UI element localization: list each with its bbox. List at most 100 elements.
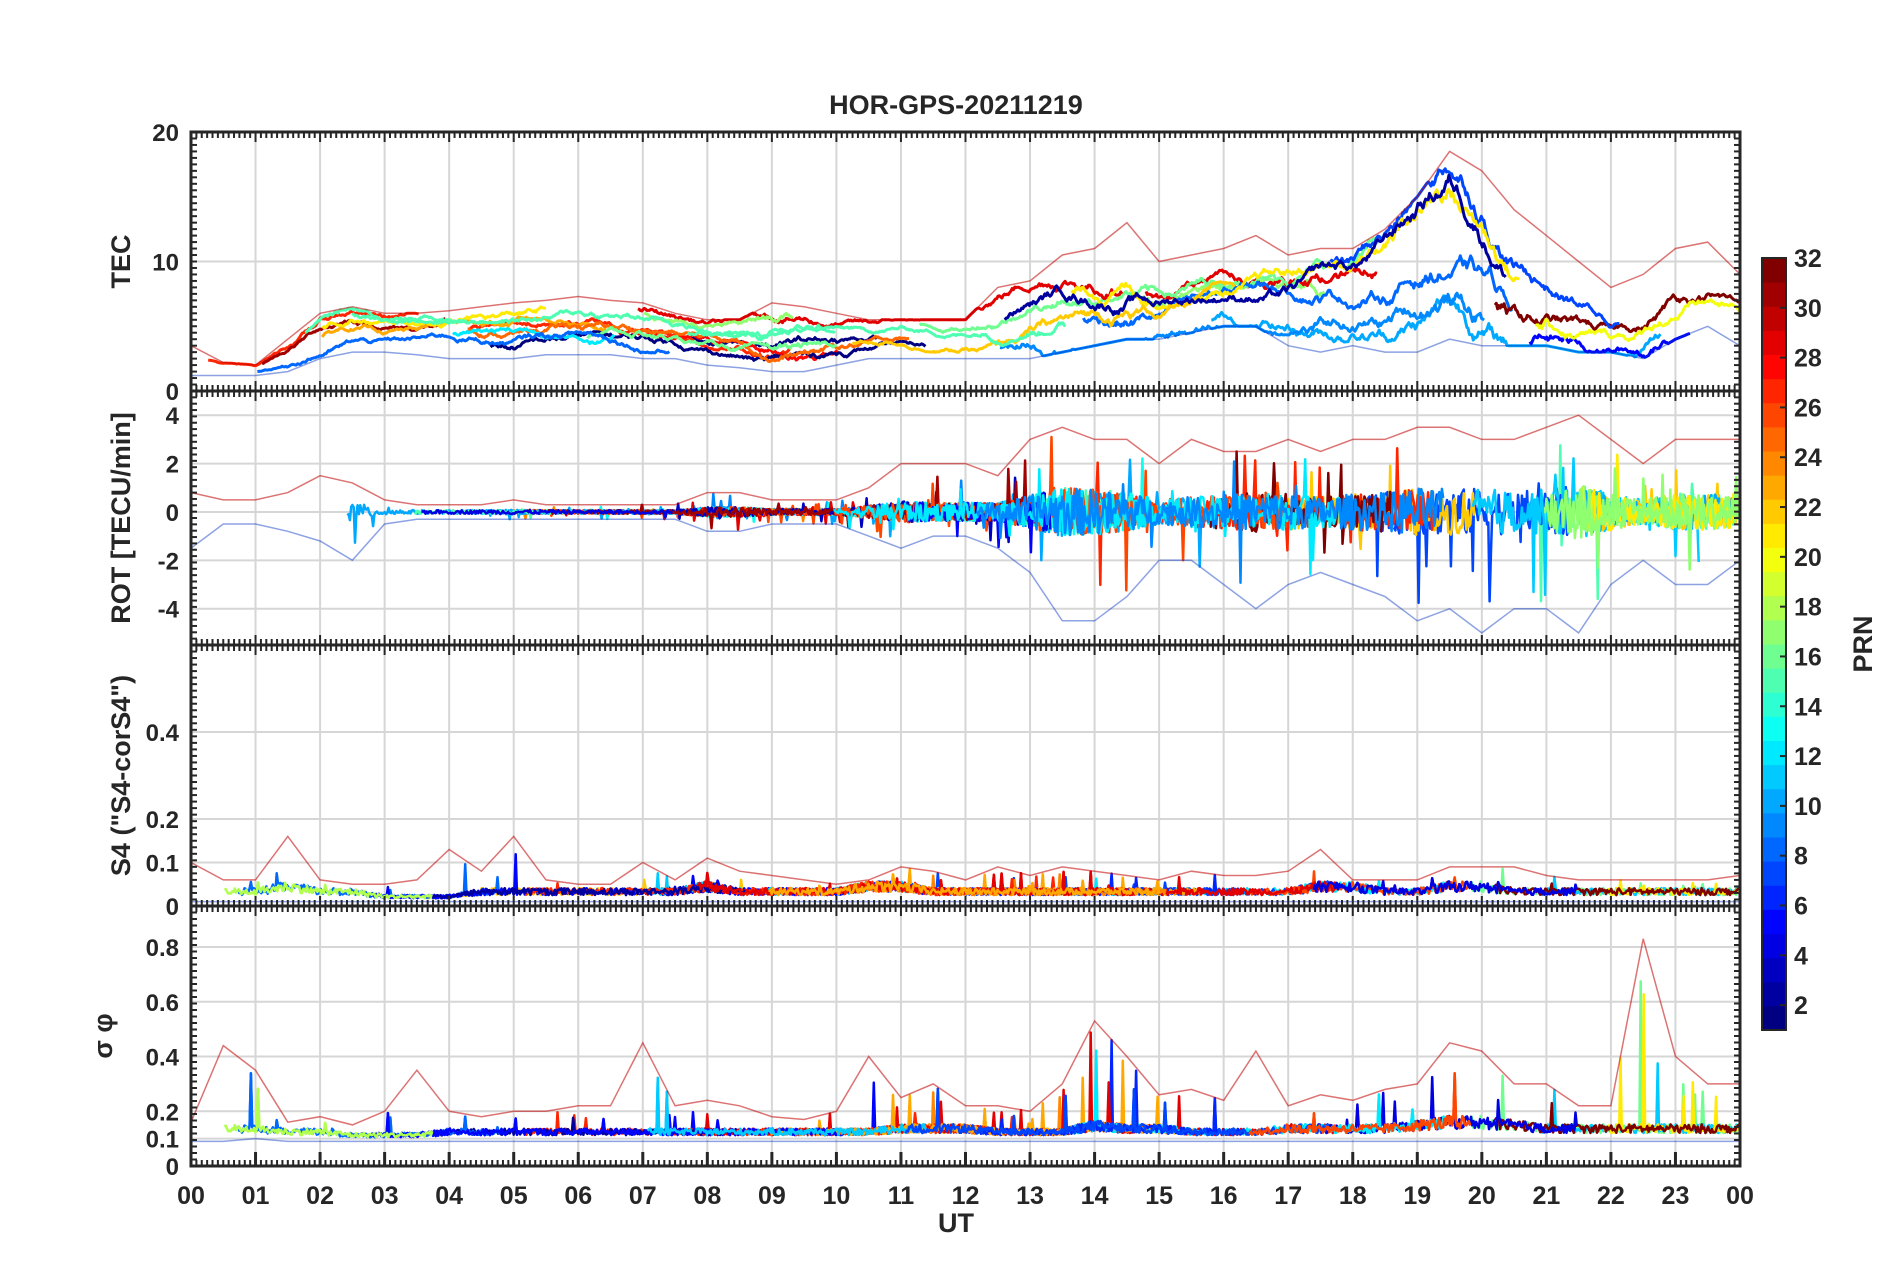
major-tick <box>512 1152 516 1166</box>
y-tick-label: 0.4 <box>146 1045 180 1072</box>
x-axis-title: UT <box>938 1208 974 1238</box>
x-tick-label: 13 <box>1016 1182 1044 1210</box>
colorbar-swatch <box>1762 740 1786 766</box>
colorbar-tick-label: 6 <box>1794 892 1808 920</box>
x-tick-label: 19 <box>1403 1182 1431 1210</box>
satellite-trace <box>1312 877 1579 897</box>
colorbar-swatch <box>1762 571 1786 597</box>
x-tick-label: 07 <box>629 1182 657 1210</box>
series-max-envelope <box>191 835 1740 886</box>
colorbar-tick-label: 26 <box>1794 394 1822 422</box>
x-tick-label: 00 <box>177 1182 205 1210</box>
series-traces <box>191 414 1740 634</box>
satellite-trace <box>686 321 1067 348</box>
colorbar-tick-label: 8 <box>1794 843 1808 871</box>
y-tick-label: 4 <box>166 403 180 430</box>
major-tick <box>1673 1152 1677 1166</box>
y-tick-label: 0.6 <box>146 990 179 1017</box>
colorbar-swatch <box>1762 619 1786 645</box>
series-traces <box>191 938 1740 1143</box>
x-tick-label: 08 <box>693 1182 721 1210</box>
series-min-envelope <box>191 518 1740 634</box>
colorbar-swatch <box>1762 909 1786 934</box>
y-axis-title: TEC <box>106 235 136 289</box>
major-tick <box>1028 1152 1032 1166</box>
x-tick-label: 05 <box>500 1182 528 1210</box>
colorbar-swatch <box>1762 426 1786 452</box>
series-min-envelope <box>191 1137 1740 1143</box>
x-tick-label: 23 <box>1662 1182 1690 1210</box>
y-axis-title: S4 ("S4-corS4") <box>106 675 136 876</box>
colorbar-tick-label: 18 <box>1794 594 1822 622</box>
panel-sigma_phi: 00.10.2 0.4 0.6 0.8 σ φ <box>88 904 1742 1181</box>
x-tick-label: 00 <box>1726 1182 1754 1210</box>
colorbar-swatch <box>1762 499 1786 524</box>
colorbar-swatch <box>1762 330 1786 355</box>
colorbar-swatch <box>1762 306 1786 331</box>
satellite-trace <box>918 237 1379 334</box>
y-tick-label: 0.4 <box>146 720 180 747</box>
satellite-trace <box>257 330 671 374</box>
x-tick-label: 11 <box>888 1182 915 1210</box>
satellite-trace <box>421 508 673 519</box>
colorbar-swatch <box>1762 668 1786 693</box>
satellite-trace <box>1528 331 1691 359</box>
y-tick-label: 0.2 <box>146 1099 179 1126</box>
colorbar-swatch <box>1762 981 1786 1007</box>
satellite-trace <box>1534 298 1740 342</box>
colorbar-swatch <box>1762 282 1786 307</box>
major-tick <box>189 1152 193 1166</box>
y-tick-label: 0.8 <box>146 935 179 962</box>
series-min-envelope <box>191 325 1740 377</box>
satellite-trace <box>224 1087 434 1139</box>
major-tick <box>1415 1152 1419 1166</box>
colorbar-tick-label: 20 <box>1794 544 1822 572</box>
x-tick-label: 06 <box>564 1182 592 1210</box>
major-tick <box>1093 1152 1097 1166</box>
colorbar-tick-label: 30 <box>1794 295 1822 323</box>
x-tick-label: 09 <box>758 1182 786 1210</box>
satellite-trace <box>999 291 1485 358</box>
satellite-trace <box>586 326 837 352</box>
colorbar-swatch <box>1762 595 1786 621</box>
colorbar-swatch <box>1762 258 1786 283</box>
major-tick <box>641 1152 645 1166</box>
y-tick-label: 2 <box>166 452 179 479</box>
major-tick <box>447 1152 451 1166</box>
series-traces <box>191 150 1740 377</box>
satellite-trace <box>643 311 794 330</box>
y-tick-label: 0 <box>166 1154 179 1181</box>
major-tick <box>318 1152 322 1166</box>
satellite-trace <box>1070 187 1520 311</box>
major-tick <box>1351 1152 1355 1166</box>
satellite-trace <box>489 330 927 362</box>
colorbar-swatch <box>1762 861 1786 886</box>
satellite-trace <box>1248 1071 1472 1136</box>
satellite-trace <box>431 882 747 900</box>
series-max-envelope <box>191 150 1740 366</box>
major-tick <box>899 1152 903 1166</box>
satellite-trace <box>451 327 616 346</box>
satellite-trace <box>1003 173 1507 321</box>
colorbar-frame <box>1761 257 1787 1031</box>
colorbar-tick-label: 16 <box>1794 643 1822 671</box>
satellite-trace <box>768 873 1161 897</box>
chart-title: HOR-GPS-20211219 <box>829 90 1083 120</box>
x-tick-label: 12 <box>952 1182 980 1210</box>
y-tick-label: 0 <box>166 500 179 527</box>
colorbar-tick-label: 24 <box>1794 444 1822 472</box>
colorbar-tick-label: 2 <box>1794 992 1808 1020</box>
colorbar-swatch <box>1762 812 1786 838</box>
colorbar-swatch <box>1762 1005 1786 1031</box>
x-tick-label: 21 <box>1532 1182 1560 1210</box>
panel-rot: -4 -2 0 2 4 ROT [TECU/min] <box>106 389 1742 647</box>
colorbar-label: PRN <box>1848 615 1878 672</box>
colorbar-tick-label: 32 <box>1794 245 1822 273</box>
x-tick-label: 14 <box>1081 1182 1109 1210</box>
x-tick-label: 02 <box>306 1182 334 1210</box>
satellite-trace <box>1543 467 1740 571</box>
x-tick-label: 22 <box>1597 1182 1625 1210</box>
y-tick-label: 0 <box>166 894 179 921</box>
